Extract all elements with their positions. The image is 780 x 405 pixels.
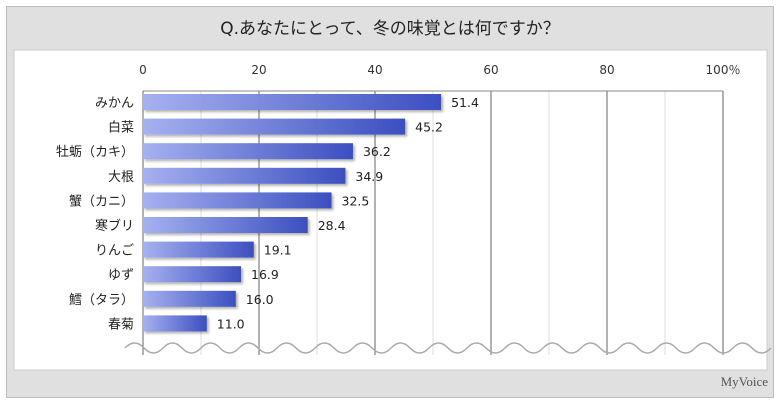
bar — [143, 167, 346, 184]
category-label: 蟹（カニ） — [69, 194, 134, 209]
bar — [143, 94, 442, 110]
value-label: 11.0 — [217, 316, 245, 331]
category-label: 白菜 — [108, 120, 134, 136]
value-label: 19.1 — [264, 243, 292, 258]
value-label: 45.2 — [415, 120, 443, 135]
x-tick-label: 20 — [251, 63, 266, 77]
bar — [143, 290, 236, 307]
x-tick-label: 100％ — [706, 63, 741, 77]
category-label: 鱈（タラ） — [69, 293, 134, 308]
bar — [143, 217, 308, 233]
category-label: 牡蛎（カキ） — [56, 144, 134, 160]
chart-title: Q.あなたにとって、冬の味覚とは何ですか？ — [220, 19, 560, 39]
bar — [143, 315, 207, 332]
x-tick-label: 60 — [483, 63, 498, 77]
value-label: 32.5 — [342, 193, 370, 208]
bar — [143, 192, 332, 209]
x-tick-label: 40 — [367, 63, 382, 77]
value-label: 36.2 — [363, 144, 391, 159]
value-label: 16.9 — [251, 267, 279, 282]
value-label: 51.4 — [451, 95, 479, 110]
category-label: みかん — [95, 96, 134, 111]
brand-logo: MyVoice — [720, 374, 768, 389]
bar — [143, 118, 406, 135]
axis-break-wave — [124, 342, 772, 354]
value-label: 34.9 — [355, 169, 383, 184]
bar — [143, 266, 242, 283]
value-label: 16.0 — [246, 292, 274, 307]
category-label: 寒ブリ — [95, 218, 134, 234]
bar — [143, 143, 353, 160]
category-label: 春菊 — [108, 317, 134, 332]
value-label: 28.4 — [318, 218, 346, 233]
x-tick-label: 80 — [599, 63, 614, 77]
category-label: 大根 — [108, 170, 134, 185]
bar — [143, 241, 254, 258]
x-tick-label: 0 — [139, 63, 147, 77]
category-label: りんご — [95, 243, 134, 259]
category-label: ゆず — [108, 268, 134, 283]
